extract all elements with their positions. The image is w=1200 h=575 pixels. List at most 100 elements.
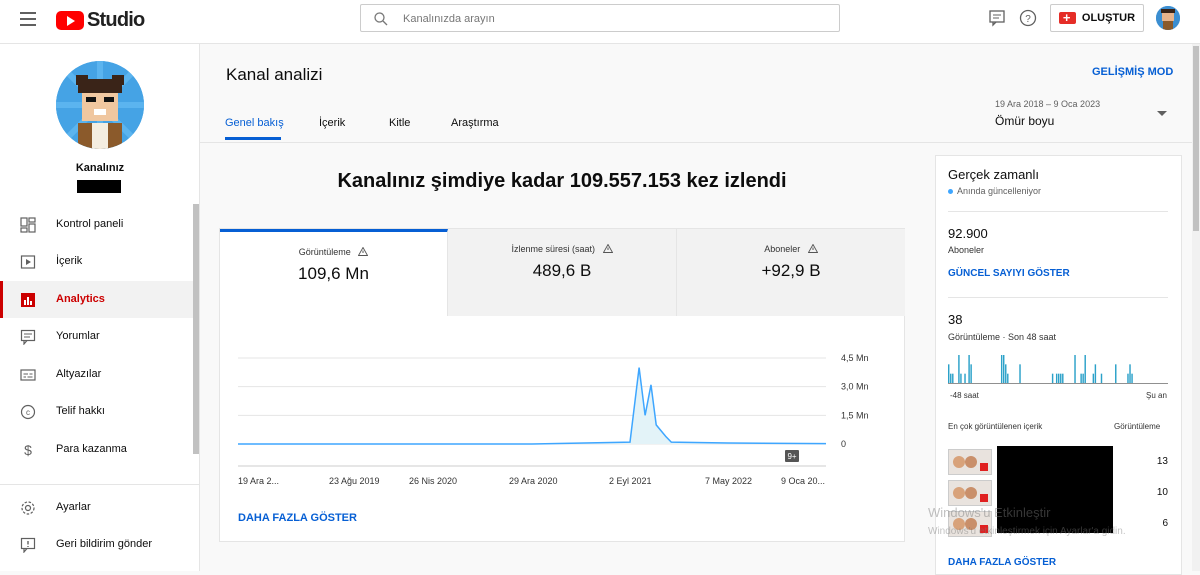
sidebar-item-feedback[interactable]: Geri bildirim gönder <box>0 526 193 563</box>
page-scrollbar[interactable] <box>1192 44 1200 571</box>
realtime-views-label: Görüntüleme · Son 48 saat <box>948 332 1057 342</box>
top-content-thumbnail[interactable] <box>948 449 992 475</box>
sidebar-item-comments[interactable]: Yorumlar <box>0 318 193 355</box>
top-content-views: 13 <box>1156 456 1168 467</box>
x-tick-label: 26 Nis 2020 <box>409 476 457 486</box>
show-live-count-link[interactable]: GÜNCEL SAYIYI GÖSTER <box>948 268 1070 279</box>
realtime-show-more-link[interactable]: DAHA FAZLA GÖSTER <box>948 557 1057 568</box>
realtime-bar-chart[interactable] <box>948 350 1169 385</box>
tab-overview[interactable]: Genel bakış <box>225 117 284 129</box>
total-views-headline: Kanalınız şimdiye kadar 109.557.153 kez … <box>337 170 787 192</box>
realtime-bar <box>958 355 960 383</box>
page-title: Kanal analizi <box>226 65 323 84</box>
header-divider <box>200 142 1200 143</box>
realtime-axis-left: -48 saat <box>950 391 979 400</box>
sidebar-item-content[interactable]: İçerik <box>0 243 193 280</box>
realtime-title: Gerçek zamanlı <box>948 167 1040 182</box>
metric-tab-subscribers[interactable]: Aboneler +92,9 B <box>677 229 905 316</box>
windows-activation-watermark: Windows'u Etkinleştir <box>928 505 1051 520</box>
comments-icon <box>20 329 36 345</box>
realtime-bar <box>1094 364 1097 383</box>
realtime-bar <box>952 373 954 383</box>
realtime-bar <box>1007 373 1009 383</box>
metric-tab-watch-time[interactable]: İzlenme süresi (saat) 489,6 B <box>448 229 677 316</box>
tab-content[interactable]: İçerik <box>319 117 346 129</box>
sidebar-item-label: Analytics <box>56 293 105 305</box>
realtime-bar <box>1127 373 1129 383</box>
youtube-studio-logo[interactable]: Studio <box>56 9 145 32</box>
tab-audience[interactable]: Kitle <box>389 117 411 129</box>
create-video-icon <box>1058 10 1076 25</box>
realtime-bar <box>1100 373 1103 383</box>
top-content-views: 10 <box>1156 487 1168 498</box>
logo-text: Studio <box>87 9 145 31</box>
realtime-bar <box>1115 364 1117 383</box>
warning-icon <box>807 243 819 253</box>
page-scrollbar-thumb[interactable] <box>1193 46 1199 231</box>
channel-avatar[interactable] <box>56 61 144 149</box>
y-tick-label: 0 <box>841 439 846 449</box>
tab-research[interactable]: Araştırma <box>451 117 499 129</box>
sidebar-scrollbar[interactable] <box>193 204 199 454</box>
realtime-bar <box>1055 373 1058 383</box>
video-thumbnail-icon <box>949 481 991 505</box>
sidebar-item-analytics[interactable]: Analytics <box>0 281 193 318</box>
x-tick-label: 29 Ara 2020 <box>509 476 558 486</box>
realtime-subtitle-row: Anında güncelleniyor <box>948 186 1041 196</box>
search-input[interactable] <box>403 10 823 28</box>
top-content-thumbnail[interactable] <box>948 480 992 506</box>
y-tick-label: 4,5 Mn <box>841 353 869 363</box>
realtime-bar <box>1062 373 1064 383</box>
sidebar-item-settings[interactable]: Ayarlar <box>0 489 193 526</box>
metric-value: 109,6 Mn <box>298 264 369 283</box>
realtime-bar <box>1131 373 1133 383</box>
help-icon[interactable]: ? <box>1019 9 1037 27</box>
realtime-bar <box>1058 373 1060 383</box>
sidebar: Kanalınız Kontrol paneli İçerik Analytic… <box>0 44 200 571</box>
sidebar-item-label: İçerik <box>56 255 83 267</box>
views-chart[interactable]: 4,5 Mn 3,0 Mn 1,5 Mn 0 19 Ara 2... 23 Ağu 201… <box>219 340 905 500</box>
account-avatar[interactable] <box>1156 6 1180 30</box>
realtime-views-value: 38 <box>948 312 963 327</box>
svg-text:?: ? <box>1025 14 1031 25</box>
monetization-icon: $ <box>24 442 32 458</box>
search-box[interactable] <box>360 4 840 32</box>
create-button[interactable]: OLUŞTUR <box>1050 4 1144 32</box>
dropdown-caret-icon <box>1157 111 1167 116</box>
top-content-titles-redacted <box>997 446 1113 533</box>
sidebar-item-monetization[interactable]: $ Para kazanma <box>0 431 193 468</box>
youtube-play-icon <box>56 11 84 30</box>
live-dot-icon <box>948 189 953 195</box>
date-range-text: 19 Ara 2018 – 9 Oca 2023 <box>995 99 1101 109</box>
analytics-icon <box>21 293 35 307</box>
metric-value: 489,6 B <box>532 261 592 280</box>
sidebar-divider <box>0 484 200 485</box>
sidebar-item-label: Altyazılar <box>56 368 102 380</box>
messages-icon[interactable] <box>988 9 1006 27</box>
copyright-icon: c <box>20 404 36 420</box>
top-content-views: 6 <box>1162 518 1168 529</box>
show-more-link[interactable]: DAHA FAZLA GÖSTER <box>238 512 357 524</box>
advanced-mode-link[interactable]: GELİŞMİŞ MOD <box>1092 66 1174 78</box>
realtime-divider <box>948 211 1168 212</box>
realtime-bar <box>968 355 970 383</box>
warning-icon <box>357 246 369 256</box>
sidebar-item-copyright[interactable]: c Telif hakkı <box>0 393 193 430</box>
y-tick-label: 1,5 Mn <box>841 410 869 420</box>
sidebar-item-label: Kontrol paneli <box>56 218 124 230</box>
chart-series-line <box>238 367 827 445</box>
top-content-thumbnail[interactable] <box>948 511 992 537</box>
svg-text:$: $ <box>24 442 32 458</box>
hamburger-menu-icon[interactable] <box>20 12 36 26</box>
sidebar-item-subtitles[interactable]: Altyazılar <box>0 356 193 393</box>
sidebar-item-label: Telif hakkı <box>56 405 105 417</box>
realtime-subscribers-value: 92.900 <box>948 226 988 241</box>
video-thumbnail-icon <box>949 450 991 474</box>
overview-card: Görüntüleme 109,6 Mn İzlenme süresi (saa… <box>219 228 905 542</box>
metric-tab-views[interactable]: Görüntüleme 109,6 Mn <box>220 229 448 316</box>
realtime-bar <box>948 364 950 383</box>
metric-title: İzlenme süresi (saat) <box>511 244 595 254</box>
sidebar-item-dashboard[interactable]: Kontrol paneli <box>0 206 193 243</box>
search-icon <box>374 12 388 26</box>
realtime-bar <box>960 373 962 383</box>
